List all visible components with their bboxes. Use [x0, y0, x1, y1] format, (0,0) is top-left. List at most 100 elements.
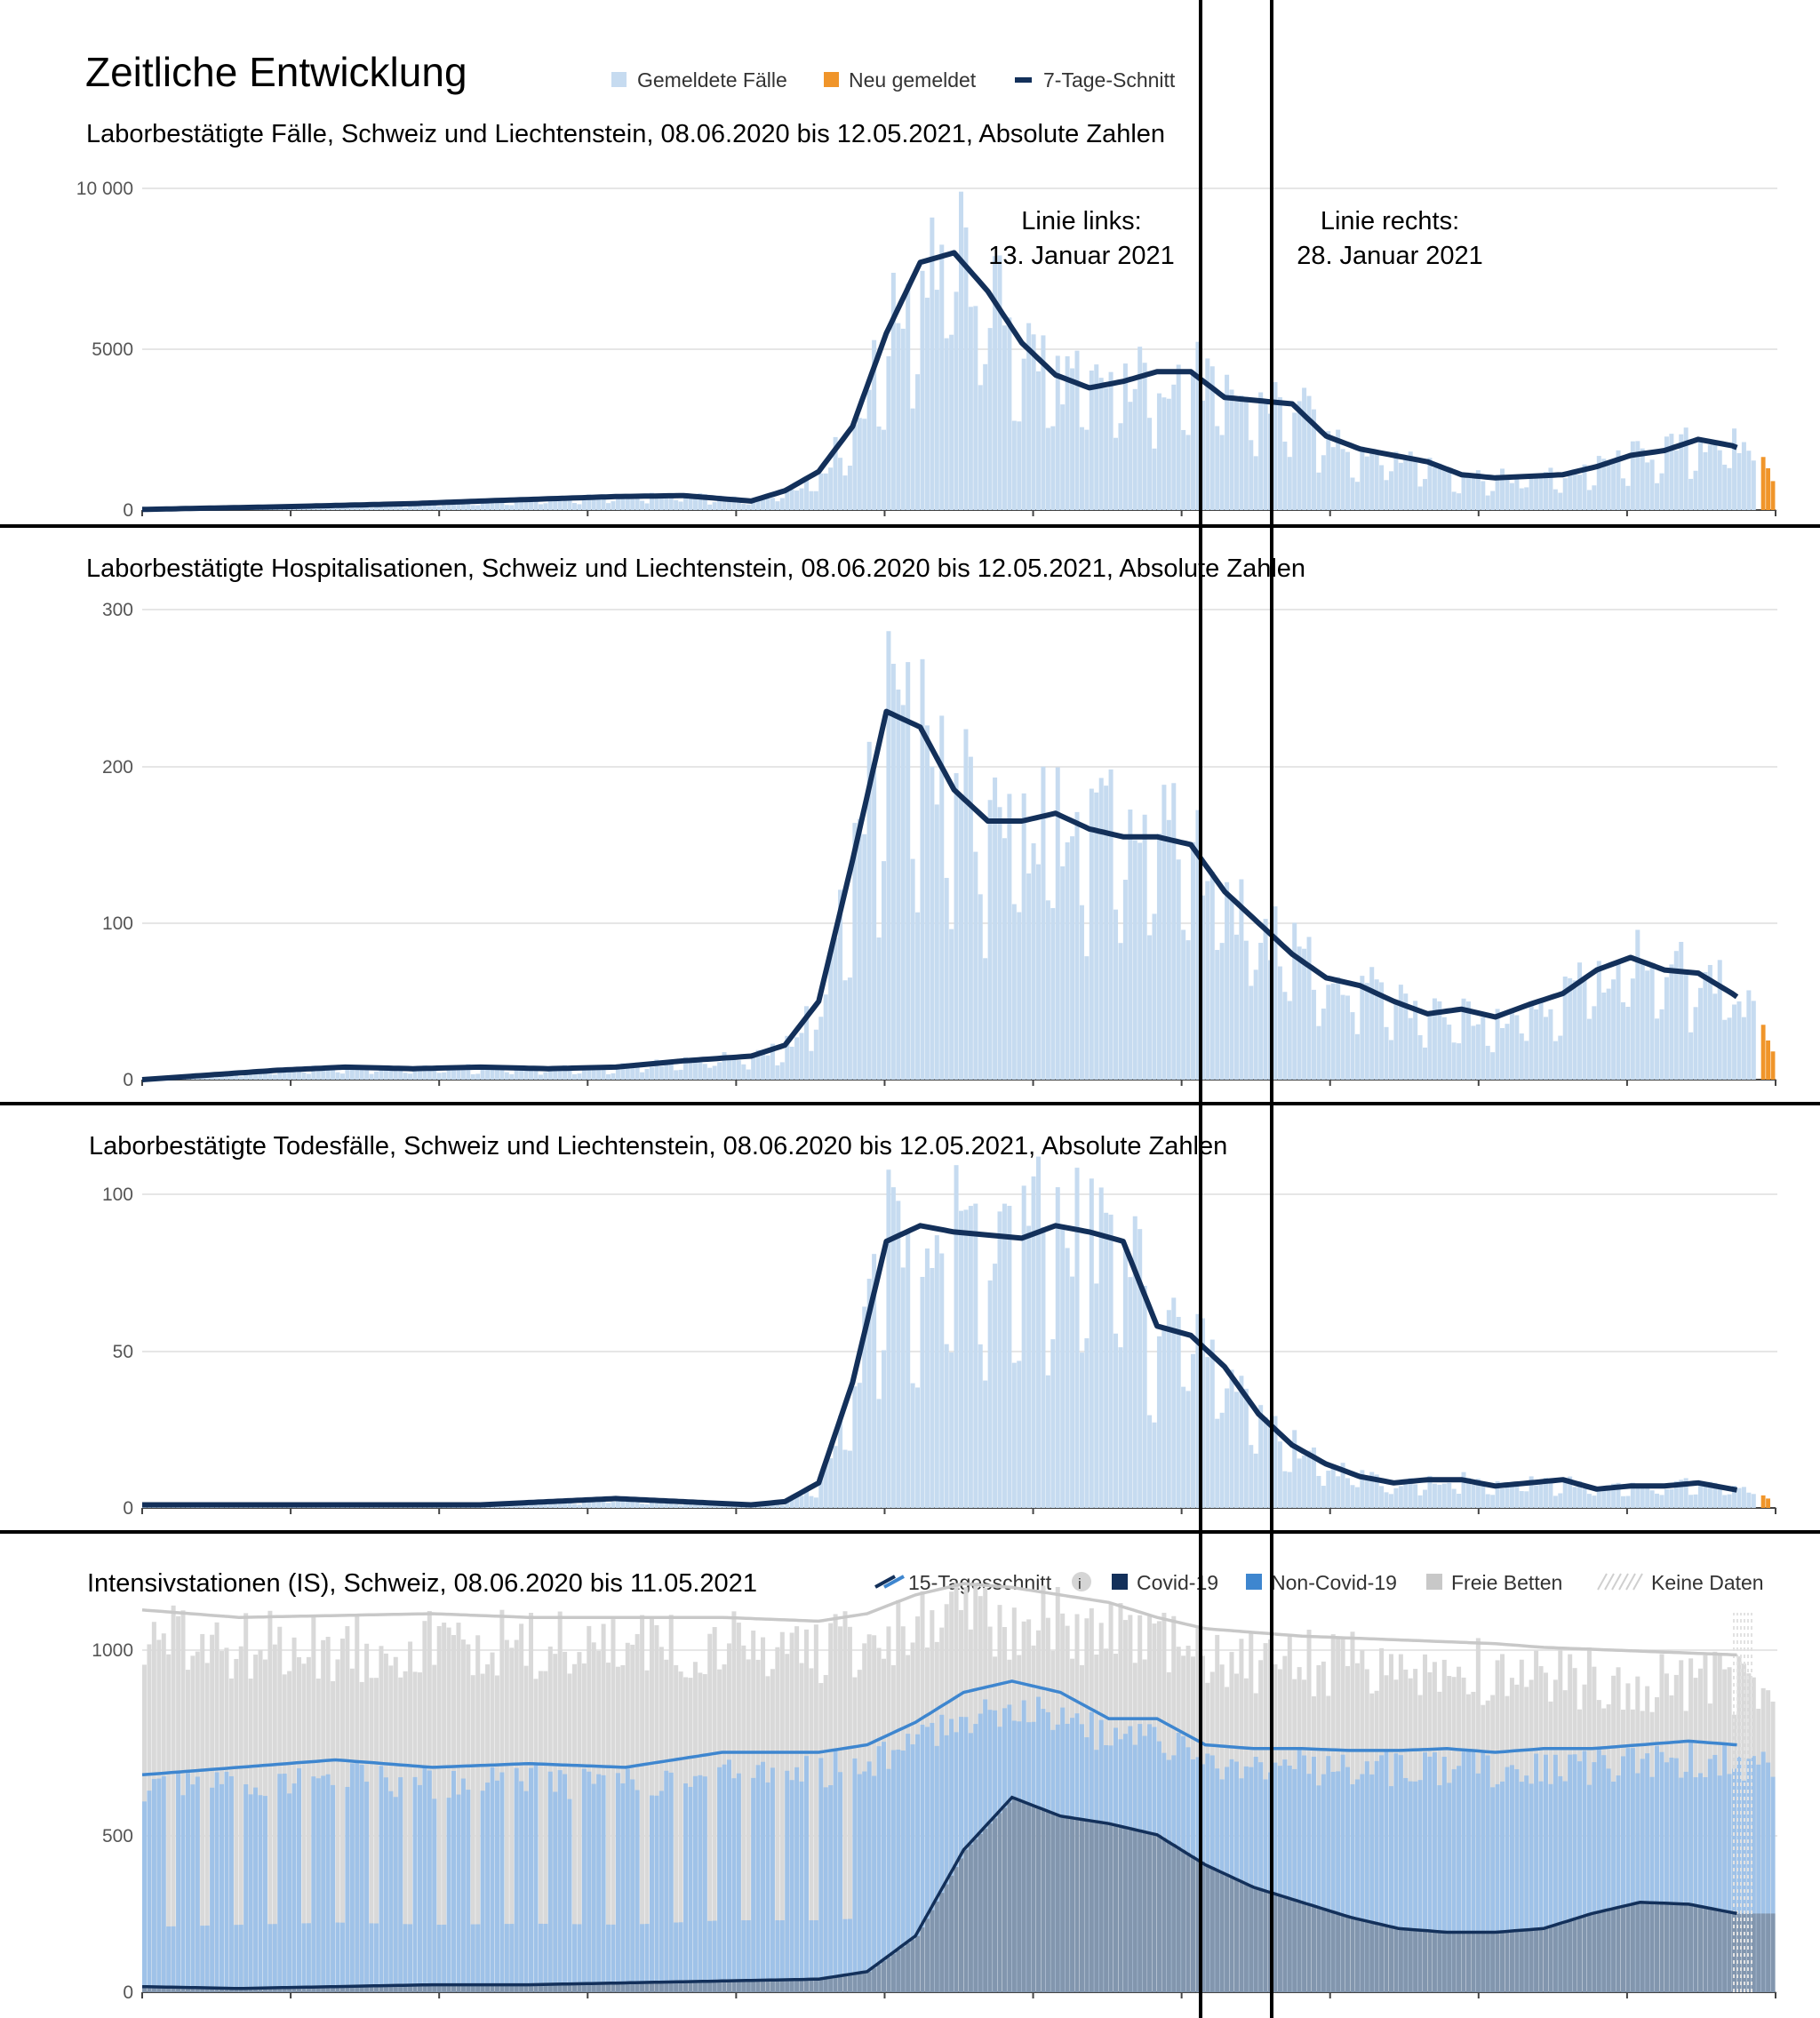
- bar: [553, 497, 558, 510]
- noncovid-bar: [1253, 1757, 1258, 1992]
- bar: [1582, 464, 1587, 510]
- bar: [1036, 371, 1042, 510]
- bar: [910, 1383, 915, 1508]
- noncovid-bar: [1369, 1774, 1375, 1992]
- bar: [1114, 437, 1119, 510]
- covid-bar: [654, 1982, 659, 1992]
- covid-bar: [1011, 1797, 1017, 1992]
- noncovid-bar: [649, 1795, 654, 1992]
- noncovid-bar: [442, 1924, 447, 1992]
- bar: [1697, 987, 1703, 1080]
- noncovid-bar: [1437, 1785, 1442, 1992]
- bar: [857, 1383, 862, 1508]
- bar: [1441, 469, 1447, 510]
- covid-bar: [581, 1983, 587, 1992]
- bar: [794, 491, 800, 510]
- bar: [1263, 919, 1268, 1080]
- bar: [422, 502, 427, 510]
- bar: [1118, 1347, 1123, 1508]
- free-beds-bar: [369, 1678, 374, 1992]
- bar: [321, 1070, 326, 1080]
- bar: [553, 1501, 558, 1508]
- covid-bar: [683, 1982, 689, 1992]
- covid-bar: [1592, 1913, 1597, 1992]
- bar: [1606, 1486, 1611, 1508]
- noncovid-bar: [1408, 1781, 1413, 1992]
- bar: [1529, 1476, 1534, 1508]
- bar: [987, 328, 993, 510]
- bar: [1031, 843, 1036, 1080]
- bar: [1345, 995, 1351, 1080]
- noncovid-bar: [253, 1787, 259, 1992]
- covid-bar: [664, 1982, 669, 1992]
- bar: [1326, 985, 1331, 1080]
- covid-bar: [1679, 1903, 1684, 1992]
- covid-bar: [156, 1986, 162, 1992]
- free-beds-bar: [470, 1675, 475, 1992]
- bar: [1490, 1052, 1496, 1080]
- covid-bar: [1108, 1823, 1114, 1992]
- bar: [1142, 1285, 1147, 1508]
- noncovid-bar: [1741, 1780, 1746, 1992]
- bar: [1741, 1487, 1746, 1508]
- bar: [1495, 1480, 1500, 1508]
- covid-bar: [538, 1984, 543, 1992]
- bar: [1736, 1001, 1742, 1080]
- free-beds-bar: [611, 1619, 616, 1992]
- noncovid-bar: [900, 1751, 906, 1992]
- bar: [920, 270, 925, 510]
- bar: [412, 1070, 418, 1080]
- bar: [1292, 412, 1297, 510]
- noncovid-bar: [707, 1920, 713, 1992]
- covid-bar: [1225, 1873, 1230, 1992]
- bar: [339, 1073, 345, 1080]
- bar: [862, 834, 867, 1080]
- covid-bar: [1649, 1902, 1655, 1992]
- y-tick-label: 300: [102, 600, 133, 620]
- bar: [451, 503, 457, 510]
- bar: [1688, 1032, 1694, 1080]
- bar: [1041, 335, 1046, 510]
- bar: [611, 501, 616, 510]
- icu-legend-covid: Covid-19: [1137, 1571, 1218, 1594]
- bar: [1350, 477, 1355, 510]
- covid-bar: [1045, 1810, 1050, 1992]
- covid-bar: [1017, 1799, 1022, 1992]
- y-tick-label: 50: [113, 1342, 133, 1362]
- bar: [1277, 966, 1282, 1080]
- noncovid-bar: [456, 1794, 461, 1992]
- bar: [731, 1057, 737, 1080]
- noncovid-bar: [494, 1780, 499, 1992]
- bar: [442, 505, 447, 510]
- bar: [1388, 1494, 1393, 1508]
- noncovid-bar: [243, 1784, 249, 1992]
- covid-bar: [345, 1986, 350, 1992]
- bar: [1465, 1001, 1471, 1080]
- noncovid-bar: [364, 1782, 370, 1992]
- noncovid-bar: [190, 1784, 196, 1992]
- info-icon[interactable]: [1072, 1572, 1091, 1591]
- bar: [1514, 1484, 1520, 1508]
- bar: [1306, 395, 1312, 510]
- bar: [973, 851, 978, 1080]
- covid-bar: [649, 1982, 654, 1992]
- bar: [1364, 456, 1369, 510]
- bar: [485, 1065, 491, 1080]
- noncovid-bar: [238, 1925, 243, 1992]
- bar: [1437, 1484, 1442, 1508]
- bar: [906, 662, 911, 1080]
- bar: [765, 1055, 770, 1080]
- noncovid-bar: [1243, 1766, 1249, 1992]
- bar: [842, 1449, 848, 1508]
- bar: [388, 1066, 394, 1080]
- noncovid-bar: [1756, 1764, 1761, 1992]
- bar: [1104, 786, 1109, 1080]
- bar: [494, 1066, 499, 1080]
- covid-bar: [185, 1987, 190, 1992]
- noncovid-bar: [1645, 1753, 1650, 1992]
- bar: [509, 505, 515, 510]
- covid-bar: [166, 1987, 172, 1992]
- noncovid-bar: [761, 1761, 766, 1992]
- covid-bar: [1727, 1911, 1732, 1992]
- bar: [1746, 1492, 1752, 1508]
